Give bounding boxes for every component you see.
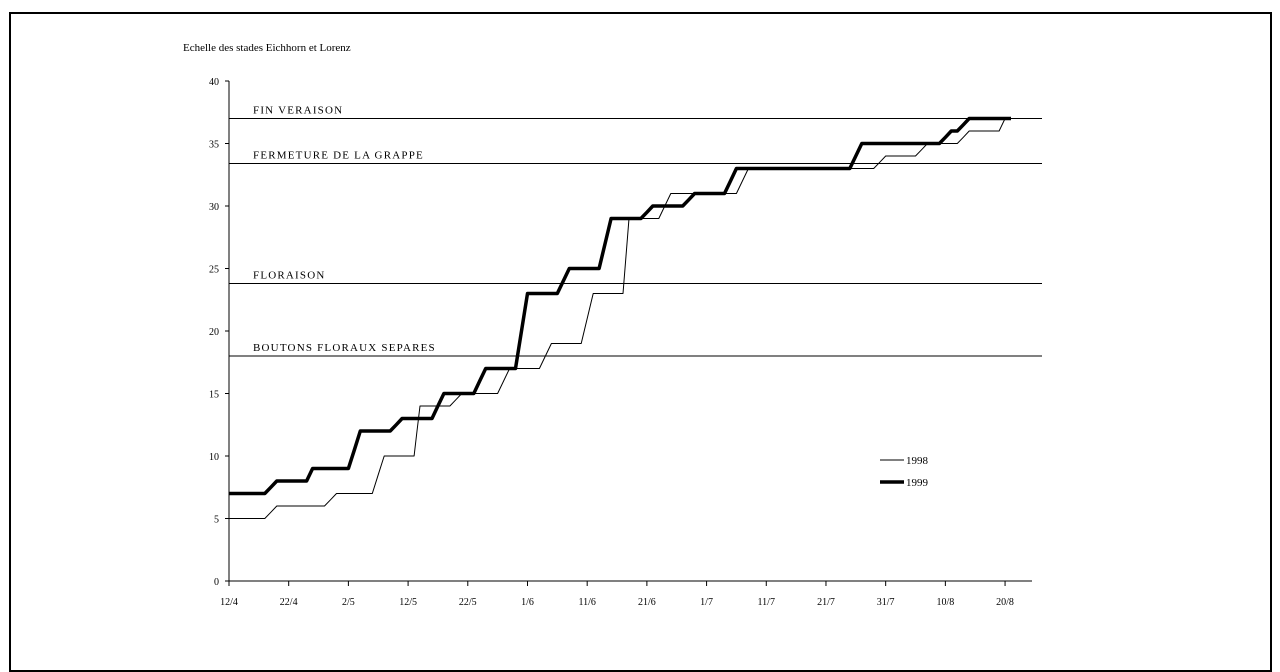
series-line-1998	[229, 118, 1011, 519]
y-tick-label: 5	[214, 515, 219, 526]
x-tick-label: 22/4	[280, 597, 298, 608]
reference-line-label: FLORAISON	[253, 270, 326, 282]
legend-label: 1998	[906, 455, 929, 467]
y-tick-label: 10	[209, 452, 219, 463]
legend: 1998 1999	[880, 455, 929, 489]
y-tick-label: 30	[209, 202, 219, 213]
x-tick-label: 1/6	[521, 597, 534, 608]
x-tick-label: 2/5	[342, 597, 355, 608]
x-tick-label: 11/6	[578, 597, 595, 608]
x-tick-label: 10/8	[936, 597, 954, 608]
y-tick-label: 35	[209, 140, 219, 151]
y-tick-label: 25	[209, 265, 219, 276]
y-tick-label: 15	[209, 390, 219, 401]
x-tick-label: 31/7	[877, 597, 895, 608]
y-tick-label: 20	[209, 327, 219, 338]
series-line-1999	[229, 116, 1011, 496]
x-tick-label: 11/7	[758, 597, 775, 608]
x-tick-label: 21/6	[638, 597, 656, 608]
y-axis-title: Echelle des stades Eichhorn et Lorenz	[183, 42, 351, 54]
x-tick-label: 21/7	[817, 597, 835, 608]
reference-lines: FIN VERAISON FERMETURE DE LA GRAPPE FLORAI…	[229, 105, 1042, 357]
series-lines	[229, 116, 1011, 519]
x-tick-label: 20/8	[996, 597, 1014, 608]
chart-frame	[9, 12, 1272, 672]
x-tick-label: 22/5	[459, 597, 477, 608]
stage-chart: Echelle des stades Eichhorn et Lorenz FI…	[183, 42, 1042, 608]
legend-label: 1999	[906, 477, 929, 489]
reference-line-label: FERMETURE DE LA GRAPPE	[253, 150, 424, 162]
x-tick-label: 12/4	[220, 597, 238, 608]
reference-line-label: BOUTONS FLORAUX SEPARES	[253, 342, 436, 354]
y-tick-label: 0	[214, 577, 219, 588]
x-tick-label: 12/5	[399, 597, 417, 608]
x-tick-label: 1/7	[700, 597, 713, 608]
axes: 0 5 10 15 20 25 30 35 40 12/4 22/4 2/5 12/5 22/5 1/6 11…	[209, 77, 1032, 608]
y-tick-label: 40	[209, 77, 219, 88]
reference-line-label: FIN VERAISON	[253, 105, 343, 117]
